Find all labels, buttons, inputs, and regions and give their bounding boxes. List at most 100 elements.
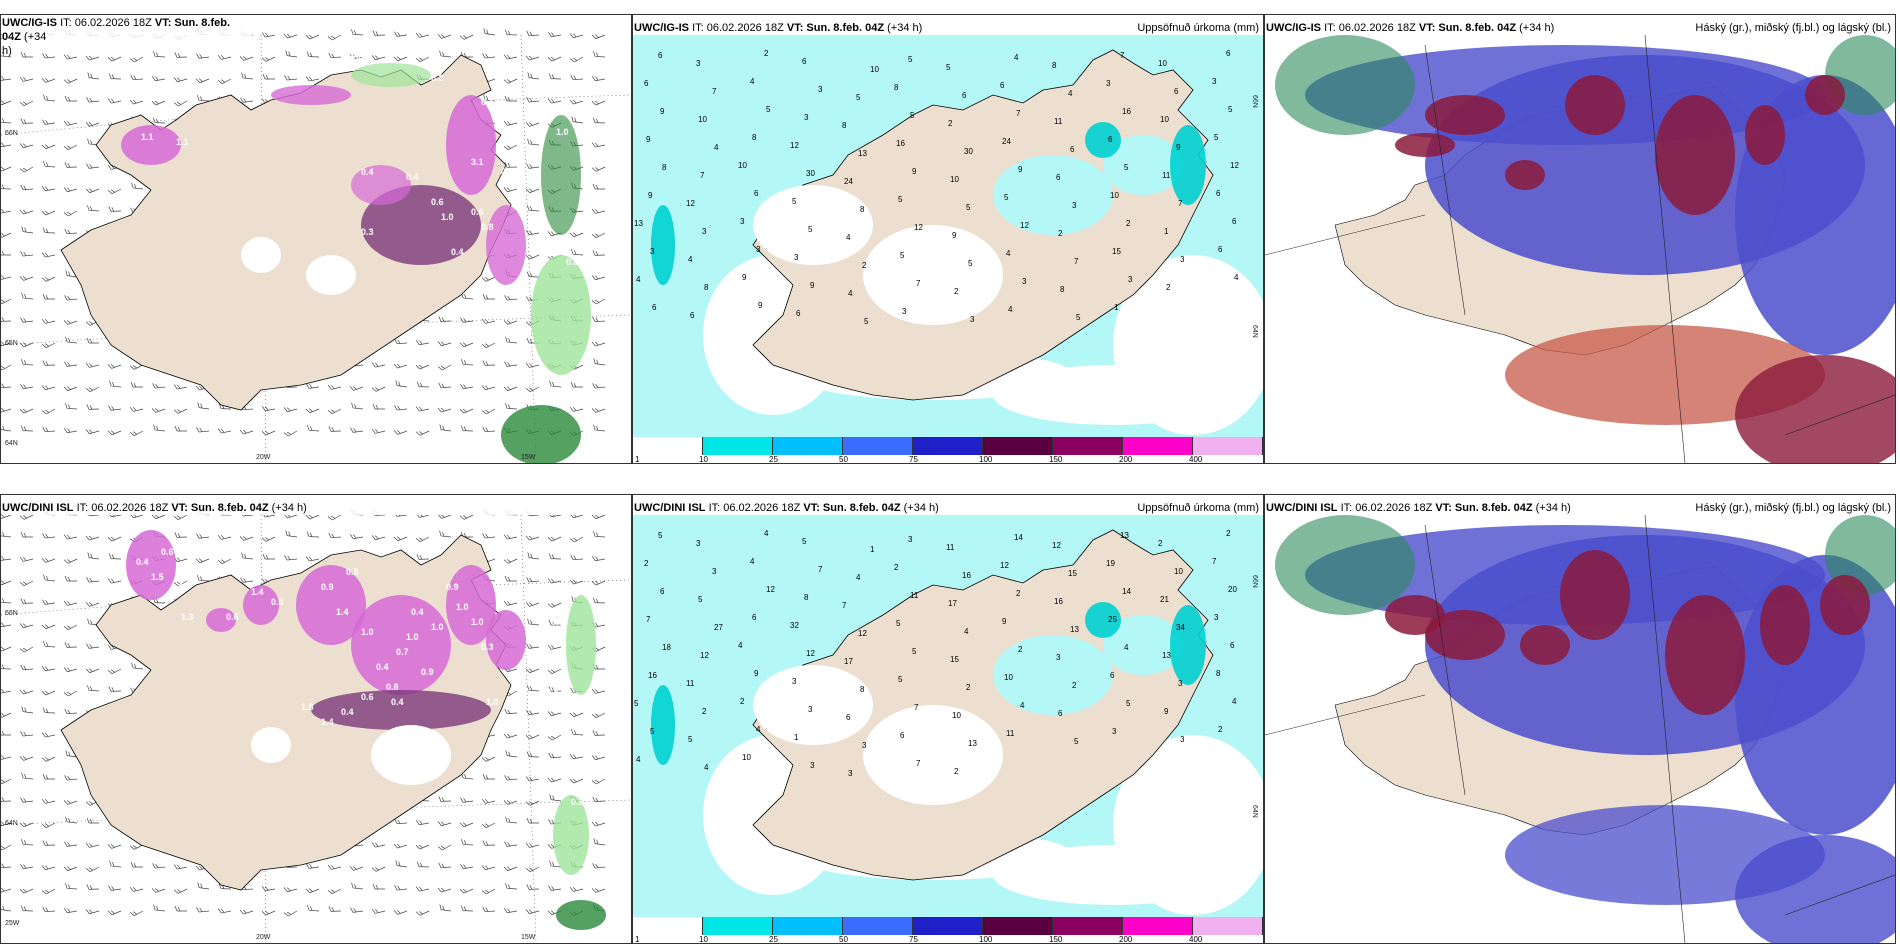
wind-barb <box>1 688 12 694</box>
value-label: 5 <box>1076 313 1081 322</box>
value-label: 11 <box>1162 171 1171 180</box>
wind-barb <box>19 209 34 215</box>
value-label: 13 <box>968 739 977 748</box>
value-label: 3 <box>804 113 809 122</box>
value-label: 6 <box>690 311 695 320</box>
wind-barb <box>415 886 430 892</box>
wind-barb <box>437 844 452 851</box>
wind-barb <box>64 95 77 102</box>
wind-barb <box>526 577 540 583</box>
value-label: 5 <box>1214 133 1219 142</box>
wind-barb <box>482 840 496 846</box>
wind-barb <box>129 364 144 370</box>
value-label: 8 <box>860 205 865 214</box>
wind-barb <box>1 646 12 652</box>
wind-barb <box>1 298 12 305</box>
value-label: 0.5 <box>501 167 514 177</box>
value-label: 4 <box>750 557 755 566</box>
wind-barb <box>196 533 210 539</box>
wind-barb <box>239 536 254 541</box>
wind-barb <box>503 534 518 540</box>
value-label: 0.6 <box>361 692 374 702</box>
wind-barb <box>459 888 474 894</box>
wind-barb <box>592 316 606 323</box>
colorbar-label: 400 <box>1189 455 1203 464</box>
wind-barb <box>481 276 496 282</box>
value-label: 8 <box>1060 285 1065 294</box>
wind-barb <box>86 337 99 344</box>
wind-barb <box>107 578 122 584</box>
value-label: 2 <box>1126 219 1131 228</box>
high-cloud <box>1425 95 1505 135</box>
wind-barb <box>131 662 144 670</box>
value-label: 2 <box>702 707 707 716</box>
value-label: 5 <box>966 203 971 212</box>
value-label: 14 <box>1122 587 1131 596</box>
wind-barb <box>261 910 276 916</box>
cloud-area <box>1275 515 1415 615</box>
wind-barb <box>591 100 606 106</box>
wind-barb <box>64 708 78 715</box>
wind-barb <box>461 292 474 300</box>
colorbar-segment <box>633 917 703 935</box>
wind-barb <box>481 756 496 762</box>
value-label: 7 <box>700 171 705 180</box>
wind-barb <box>569 99 584 105</box>
colorbar-segment <box>913 917 983 935</box>
wind-barb <box>395 380 408 388</box>
wind-barb <box>504 95 517 102</box>
wind-barb <box>570 381 583 388</box>
wind-barb <box>63 624 78 631</box>
value-label: 5 <box>900 251 905 260</box>
value-label: 3 <box>1178 679 1183 688</box>
wind-barb <box>196 53 210 59</box>
wind-barb <box>41 865 56 871</box>
wind-barb <box>20 184 34 191</box>
wind-barb <box>41 624 56 630</box>
value-label: 6 <box>658 51 663 60</box>
colorbar-segment <box>1053 917 1123 935</box>
colorbar-segment <box>983 917 1053 935</box>
colorbar-segment <box>843 437 913 455</box>
wind-barb <box>20 251 34 257</box>
value-label: 1.0 <box>561 737 574 747</box>
wind-barb <box>19 166 34 173</box>
wind-barb <box>415 406 430 412</box>
precip-area <box>306 255 356 295</box>
value-label: 3 <box>1212 77 1217 86</box>
value-label: 7 <box>712 87 717 96</box>
value-label: 4 <box>1234 273 1239 282</box>
value-label: 0.8 <box>386 682 399 692</box>
panel-subtitle: Háský (gr.), miðský (fj.bl.) og lágský (… <box>1695 22 1891 34</box>
wind-barb <box>503 733 518 739</box>
wind-barb <box>87 72 100 80</box>
wind-barb <box>525 800 540 806</box>
value-label: 18 <box>662 643 671 652</box>
value-label: 3 <box>1112 727 1117 736</box>
value-label: 1.1 <box>176 137 189 147</box>
value-label: 25W <box>5 920 20 927</box>
wind-barb <box>173 580 188 587</box>
wind-barb <box>505 403 518 410</box>
wind-barb <box>63 386 78 392</box>
wind-barb <box>85 602 100 607</box>
wind-barb <box>591 208 606 214</box>
value-label: 0.9 <box>446 582 459 592</box>
value-label: 66N <box>5 610 18 617</box>
precip-area <box>541 115 581 235</box>
value-label: 9 <box>912 167 917 176</box>
wind-barb <box>593 424 606 432</box>
precip-area <box>361 185 481 265</box>
value-label: 66N <box>1251 575 1258 588</box>
wind-barb <box>527 685 540 692</box>
wind-barb <box>591 514 606 520</box>
wind-barb <box>19 556 34 562</box>
wind-barb <box>1 580 12 586</box>
value-label: 1.4 <box>251 587 264 597</box>
value-label: 0.4 <box>391 697 404 707</box>
value-label: 6 <box>1056 173 1061 182</box>
wind-barb <box>503 320 518 325</box>
value-label: 0.4 <box>406 172 419 182</box>
wind-barb <box>239 56 254 61</box>
wind-barb <box>547 644 562 650</box>
